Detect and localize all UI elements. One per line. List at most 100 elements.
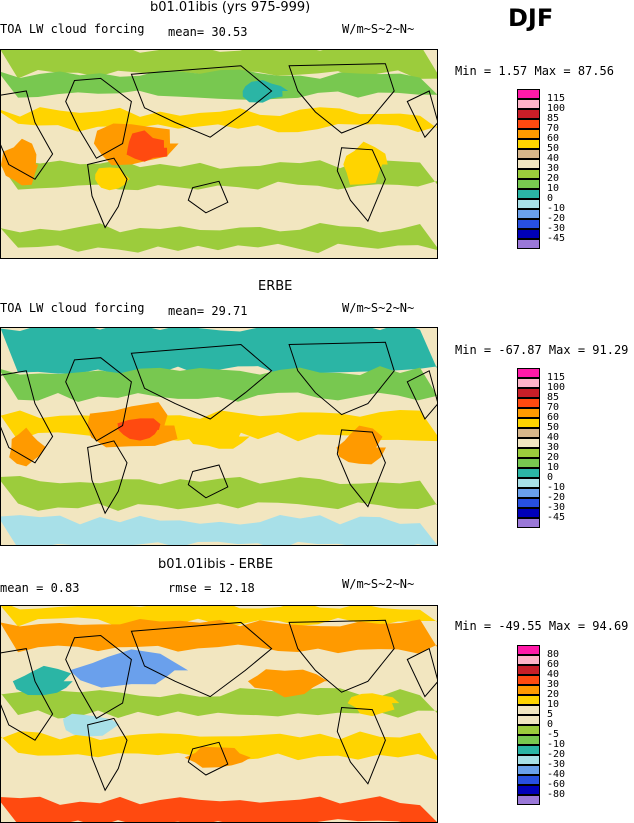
- colorbar-label: -80: [547, 789, 566, 800]
- continent-outline: [187, 464, 229, 499]
- colorbar-swatch: [517, 478, 540, 488]
- colorbar-label: 115: [547, 93, 566, 104]
- continent-outline: [288, 341, 395, 416]
- colorbar-swatch: [517, 209, 540, 219]
- contour-region: [69, 649, 189, 688]
- colorbar-swatch: [517, 468, 540, 478]
- continent-outline: [87, 157, 128, 229]
- colorbar-label: 0: [547, 193, 554, 204]
- continent-outline: [0, 648, 54, 741]
- colorbar-swatch: [517, 189, 540, 199]
- panel2-mean: mean= 29.71: [168, 304, 248, 318]
- colorbar-label: 50: [547, 422, 560, 433]
- panel3-mean: mean = 0.83: [0, 581, 80, 595]
- colorbar-swatch: [517, 508, 540, 518]
- colorbar-label: 20: [547, 452, 560, 463]
- colorbar-label: 80: [547, 649, 560, 660]
- colorbar-swatch: [517, 109, 540, 119]
- colorbar-swatch: [517, 715, 540, 725]
- colorbar-swatch: [517, 765, 540, 775]
- colorbar-swatch: [517, 99, 540, 109]
- colorbar-label: 10: [547, 462, 560, 473]
- colorbar-label: -10: [547, 482, 566, 493]
- colorbar-label: 70: [547, 123, 560, 134]
- colorbar-swatch: [517, 239, 540, 249]
- colorbar-label: 5: [547, 709, 554, 720]
- panel3-rmse: rmse = 12.18: [168, 581, 255, 595]
- colorbar-swatch: [517, 518, 540, 528]
- contour-band: [0, 476, 438, 511]
- continent-outline: [130, 343, 273, 420]
- continent-outline: [87, 440, 128, 515]
- continent-outline: [0, 90, 54, 180]
- contour-region: [63, 713, 120, 737]
- contour-region: [9, 427, 47, 467]
- continent-outline: [288, 63, 395, 134]
- contour-band: [0, 49, 438, 80]
- panel3-minmax: Min = -49.55 Max = 94.69: [455, 619, 629, 633]
- panel3-map: [0, 605, 438, 823]
- panel2-units: W/m~S~2~N~: [342, 301, 415, 315]
- colorbar-swatch: [517, 169, 540, 179]
- colorbar-label: -20: [547, 492, 566, 503]
- colorbar-swatch: [517, 448, 540, 458]
- panel1-minmax: Min = 1.57 Max = 87.56: [455, 64, 614, 78]
- continent-outline: [406, 370, 438, 420]
- continent-outline: [65, 634, 132, 720]
- colorbar-swatch: [517, 795, 540, 805]
- colorbar-swatch: [517, 428, 540, 438]
- colorbar-swatch: [517, 735, 540, 745]
- colorbar-swatch: [517, 775, 540, 785]
- contour-region: [117, 418, 161, 441]
- colorbar-swatch: [517, 755, 540, 765]
- contour-region: [247, 669, 328, 698]
- panel2-variable-label: TOA LW cloud forcing: [0, 301, 145, 315]
- colorbar-label: 30: [547, 679, 560, 690]
- colorbar-label: -5: [547, 729, 560, 740]
- continent-outline: [130, 621, 273, 698]
- colorbar-swatch: [517, 368, 540, 378]
- contour-band: [0, 327, 438, 375]
- map-frame: [0, 327, 438, 546]
- colorbar-swatch: [517, 119, 540, 129]
- colorbar-swatch: [517, 655, 540, 665]
- panel1-mean: mean= 30.53: [168, 25, 248, 39]
- colorbar-label: 100: [547, 103, 566, 114]
- colorbar-swatch: [517, 398, 540, 408]
- panel1-variable-label: TOA LW cloud forcing: [0, 22, 145, 36]
- colorbar-swatch: [517, 785, 540, 795]
- continent-outline: [130, 65, 273, 138]
- colorbar-swatch: [517, 159, 540, 169]
- panel2-map: [0, 327, 438, 546]
- panel3-units: W/m~S~2~N~: [342, 577, 415, 591]
- contour-region: [187, 424, 250, 449]
- colorbar-label: 60: [547, 412, 560, 423]
- colorbar-swatch: [517, 685, 540, 695]
- colorbar-label: -45: [547, 233, 566, 244]
- colorbar-label: 30: [547, 442, 560, 453]
- colorbar-label: -30: [547, 759, 566, 770]
- colorbar-swatch: [517, 675, 540, 685]
- continent-outline: [336, 429, 386, 508]
- colorbar-label: 10: [547, 699, 560, 710]
- continent-outline: [87, 717, 128, 792]
- colorbar-swatch: [517, 665, 540, 675]
- colorbar-label: 10: [547, 183, 560, 194]
- colorbar-label: 60: [547, 659, 560, 670]
- colorbar-label: 85: [547, 392, 560, 403]
- contour-region: [1, 138, 39, 186]
- panel1-units: W/m~S~2~N~: [342, 22, 415, 36]
- panel1-title: b01.01ibis (yrs 975-999): [150, 0, 311, 15]
- colorbar-label: -40: [547, 769, 566, 780]
- contour-band: [0, 223, 438, 254]
- colorbar-label: -60: [547, 779, 566, 790]
- contour-region: [95, 167, 131, 191]
- colorbar-swatch: [517, 458, 540, 468]
- colorbar-swatch: [517, 229, 540, 239]
- continent-outline: [187, 180, 229, 214]
- colorbar-swatch: [517, 695, 540, 705]
- contour-region: [242, 80, 289, 103]
- colorbar-swatch: [517, 438, 540, 448]
- colorbar-label: 100: [547, 382, 566, 393]
- panel2-title: ERBE: [258, 279, 293, 294]
